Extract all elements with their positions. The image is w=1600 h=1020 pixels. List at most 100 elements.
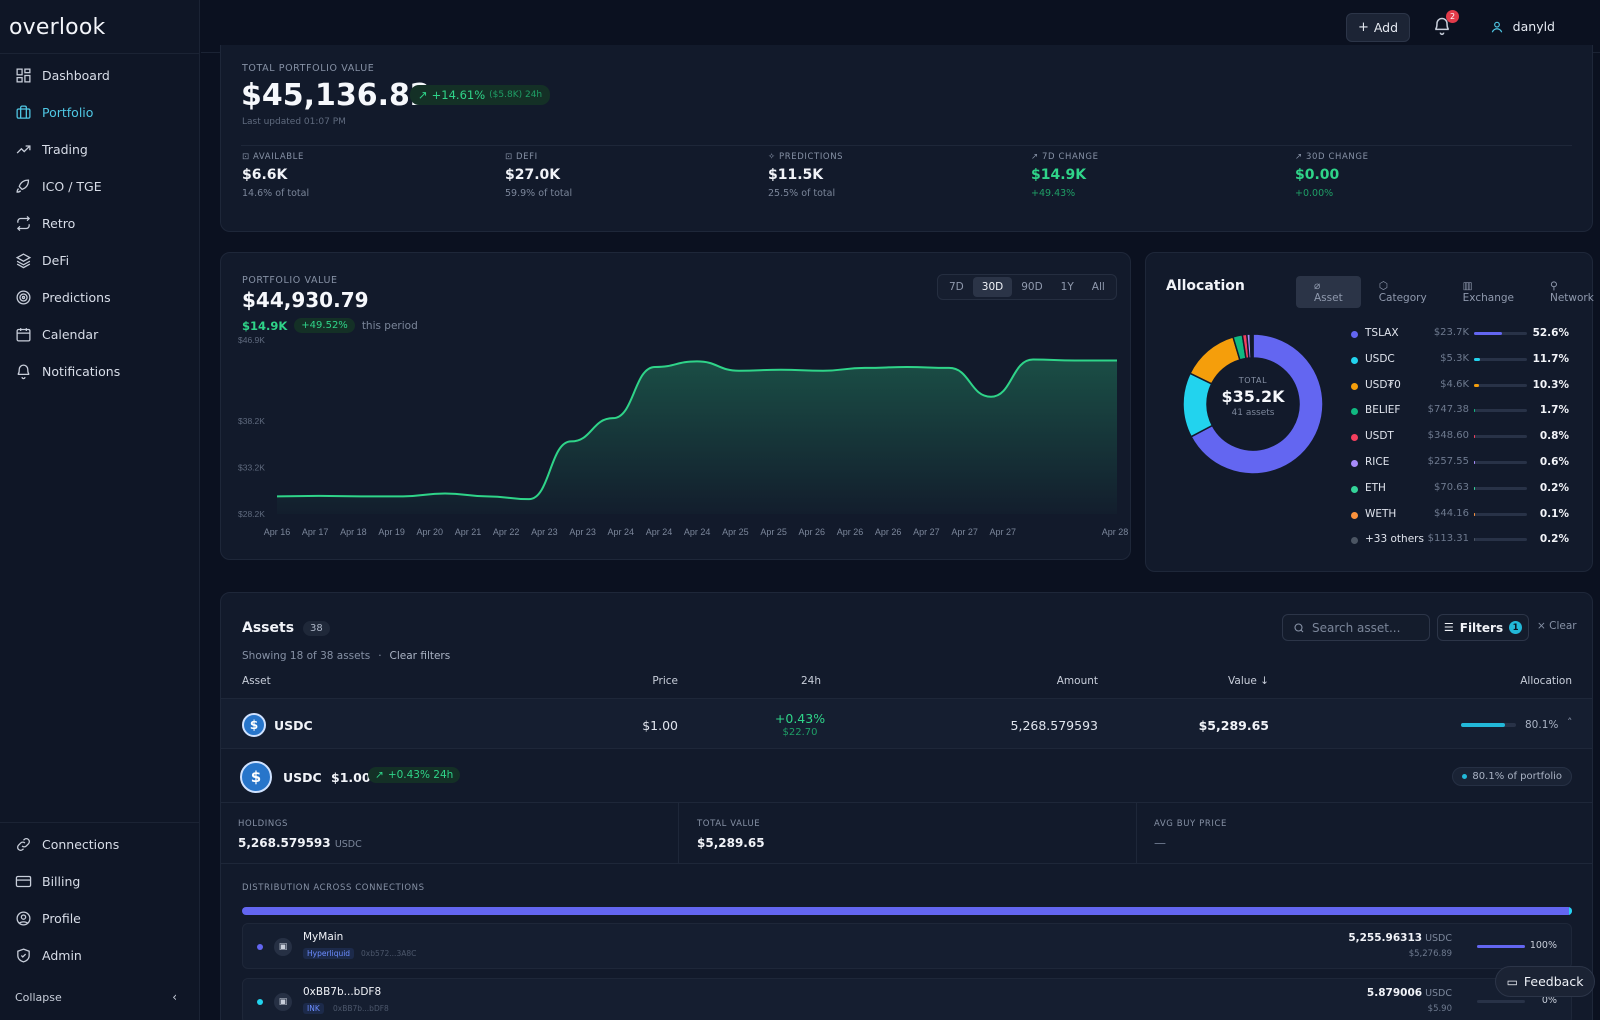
search-input[interactable]: Search asset... [1282,614,1430,641]
sidebar-item-label: Connections [42,837,120,852]
clear-button[interactable]: × Clear [1537,620,1577,632]
filter-icon: ☰ [1443,621,1454,634]
sidebar-item-label: Predictions [42,290,111,305]
sidebar-item-profile[interactable]: Profile [0,900,199,937]
column-header-value[interactable]: Value ↓ [1228,675,1269,687]
sidebar-item-trading[interactable]: Trading [0,131,199,168]
sidebar-item-dashboard[interactable]: Dashboard [0,57,199,94]
connection-row[interactable]: ▣ MyMain Hyperliquid 0xb572...3A8C 5,255.963… [242,923,1572,969]
donut-total-value: $35.2K [1221,387,1285,406]
column-header-price[interactable]: Price [652,675,678,687]
holdings-label: HOLDINGS [238,819,289,829]
allocation-row[interactable]: USDT $348.60 0.8% [1351,430,1569,444]
filters-button[interactable]: ☰ Filters 1 [1437,614,1529,641]
allocation-bar [1474,512,1527,516]
alloc-tab-category[interactable]: ⬡ Category [1361,276,1445,308]
table-row[interactable]: $ USDC $1.00 +0.43% $22.70 5,268.579593 … [221,699,1592,749]
sidebar-item-billing[interactable]: Billing [0,863,199,900]
notification-bell-icon[interactable] [1432,16,1452,36]
x-tick-label: Apr 28 [1102,527,1129,537]
donut-center: TOTAL $35.2K 41 assets [1173,324,1333,484]
connection-row[interactable]: ▣ 0xBB7b...bDF8 INK 0xBB7b...bDF8 5.879006 US… [242,978,1572,1020]
add-button[interactable]: + Add [1346,13,1410,42]
alloc-tab-network[interactable]: ⚲ Network [1532,276,1600,308]
allocation-row[interactable]: RICE $257.55 0.6% [1351,456,1569,470]
range-7d[interactable]: 7D [949,281,964,293]
column-header-amount[interactable]: Amount [1056,675,1098,687]
stat-label: ↗ 7D CHANGE [1031,152,1099,162]
alloc-tab-exchange[interactable]: ▥ Exchange [1445,276,1532,308]
detail-divider-2 [221,863,1592,864]
network-icon: ⚲ [1549,280,1558,292]
donut-slice-tslax[interactable] [1190,333,1324,475]
legend-dot [1351,485,1358,493]
allocation-asset-name: USDT [1365,430,1394,443]
allocation-row[interactable]: +33 others $113.31 0.2% [1351,533,1569,547]
range-30d[interactable]: 30D [972,277,1013,297]
user-menu[interactable]: danyld [1490,19,1555,34]
y-tick-label: $46.9K [238,335,265,345]
allocation-pct: 11.7% [1532,352,1569,365]
allocation-row[interactable]: USD₮0 $4.6K 10.3% [1351,379,1569,393]
allocation-asset-usd: $348.60 [1427,430,1469,442]
range-90d[interactable]: 90D [1021,281,1043,293]
sidebar-item-portfolio[interactable]: Portfolio [0,94,199,131]
range-all[interactable]: All [1091,281,1105,293]
legend-dot [1351,382,1358,390]
column-header-24h[interactable]: 24h [801,675,822,687]
legend-dot [1351,408,1358,416]
portfolio-value-chart: $46.9K $38.2K $33.2K $28.2K Apr 16 Apr 17 Apr … [238,335,1129,537]
allocation-asset-name: USD₮0 [1365,378,1401,391]
collapse-button[interactable]: Collapse ‹ [0,982,199,1012]
allocation-bar-fill [1474,461,1475,464]
chevron-up-icon[interactable]: ˄ [1567,716,1573,729]
allocation-row[interactable]: TSLAX $23.7K 52.6% [1351,327,1569,341]
allocation-pct: 0.2% [1539,533,1569,546]
alloc-tab-label: Exchange [1462,292,1514,304]
app-logo[interactable]: overlook [9,15,106,40]
allocation-pct: 0.6% [1539,456,1569,468]
sidebar-item-ico-tge[interactable]: ICO / TGE [0,168,199,205]
allocation-asset-usd: $5.3K [1440,352,1469,364]
column-header-allocation[interactable]: Allocation [1520,675,1572,687]
trend-up-icon: ↗ [1295,152,1307,162]
sidebar-item-calendar[interactable]: Calendar [0,316,199,353]
portfolio-value: $44,930.79 [242,288,369,312]
sidebar-item-notifications[interactable]: Notifications [0,353,199,390]
usdc-detail-coin-icon: $ [240,761,272,793]
column-header-asset[interactable]: Asset [242,675,271,687]
connection-amount-value: 5,255.96313 [1348,932,1423,944]
sidebar-item-defi[interactable]: DeFi [0,242,199,279]
sidebar-item-connections[interactable]: Connections [0,826,199,863]
legend-dot [1351,537,1358,545]
asset-value: $5,289.65 [1198,718,1269,733]
clear-filters-link[interactable]: Clear filters [389,650,451,662]
allocation-row[interactable]: WETH $44.16 0.1% [1351,508,1569,522]
allocation-bar-fill [1474,383,1480,387]
alloc-tab-label: Asset [1314,292,1343,304]
sidebar-item-predictions[interactable]: Predictions [0,279,199,316]
allocation-asset-name: RICE [1365,456,1390,468]
tag-icon: ⬡ [1378,280,1388,292]
wallet-icon: ▣ [274,993,292,1011]
sidebar-item-retro[interactable]: Retro [0,205,199,242]
assets-title: Assets [242,620,295,636]
alloc-tab-asset[interactable]: ⌀ Asset [1296,276,1361,308]
donut-slice--33-others[interactable] [1251,333,1254,359]
sidebar-item-admin[interactable]: Admin [0,937,199,974]
connection-bar [1477,945,1525,948]
x-tick-label: Apr 26 [875,527,902,537]
stat-label-text: PREDICTIONS [779,152,844,162]
allocation-row[interactable]: USDC $5.3K 11.7% [1351,353,1569,367]
stat-value: $6.6K [242,167,288,183]
allocation-row[interactable]: BELIEF $747.38 1.7% [1351,404,1569,418]
portfolio-chart-card: PORTFOLIO VALUE $44,930.79 $14.9K +49.52… [220,252,1131,560]
allocation-row[interactable]: ETH $70.63 0.2% [1351,482,1569,496]
connection-amount: 5.879006 USDC [1367,987,1452,999]
feedback-button[interactable]: ▭ Feedback [1495,966,1595,997]
feedback-label: Feedback [1523,974,1584,989]
dot-separator: · [378,650,382,662]
sparkle-icon: ✧ [768,152,780,162]
range-1y[interactable]: 1Y [1060,281,1074,293]
x-tick-label: Apr 16 [264,527,291,537]
